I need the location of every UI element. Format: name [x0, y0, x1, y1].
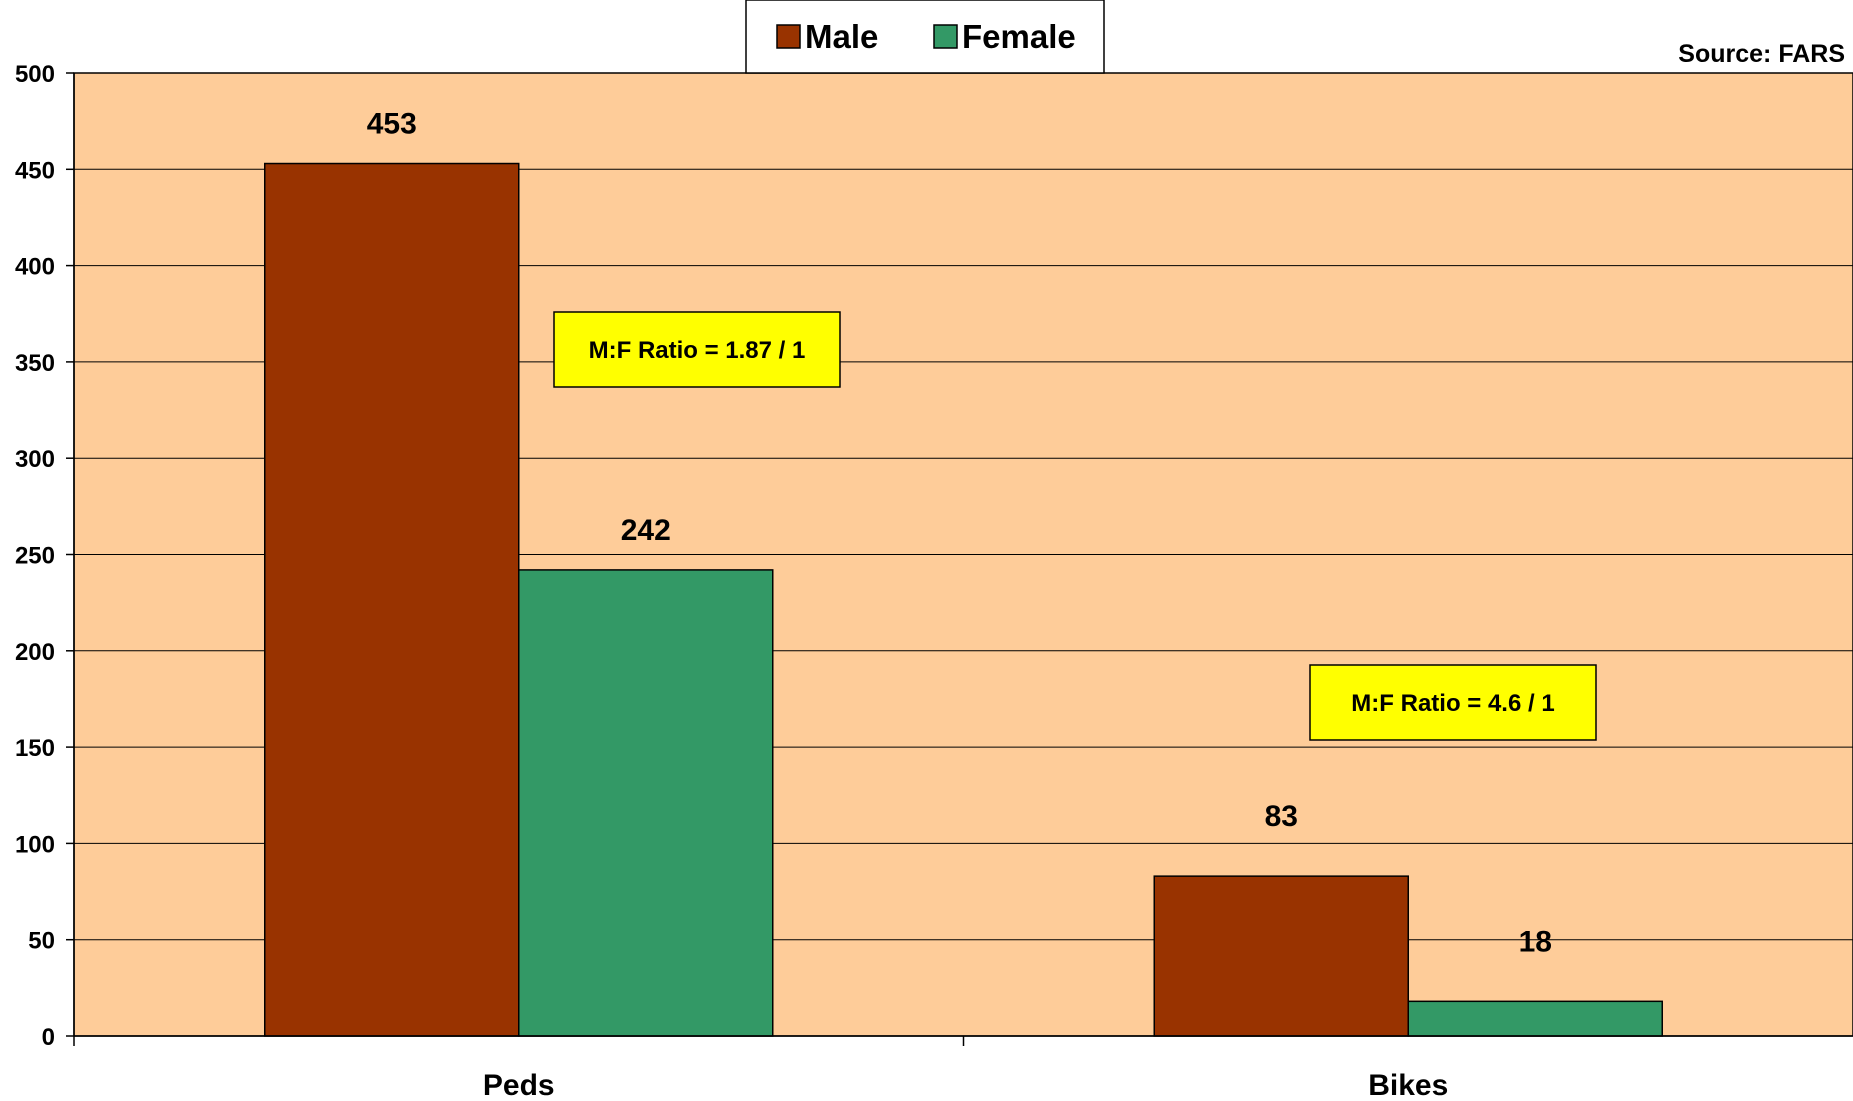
y-tick-label: 50	[28, 928, 55, 955]
legend-label-female: Female	[962, 18, 1076, 55]
legend-swatch-female	[933, 24, 958, 49]
y-tick-label: 350	[15, 350, 55, 377]
data-label-male-bikes: 83	[1265, 800, 1298, 833]
ratio-annotation-peds: M:F Ratio = 1.87 / 1	[553, 311, 841, 388]
y-tick-label: 200	[15, 639, 55, 666]
bar-male-bikes	[1153, 875, 1409, 1037]
y-tick-label: 100	[15, 831, 55, 858]
y-tick-label: 0	[42, 1024, 55, 1051]
y-tick-label: 500	[15, 61, 55, 88]
source-note: Source: FARS	[1678, 40, 1845, 68]
bar-male-peds	[264, 162, 520, 1037]
category-label-bikes: Bikes	[1368, 1069, 1448, 1101]
data-label-male-peds: 453	[367, 108, 417, 141]
bar-female-bikes	[1407, 1000, 1663, 1037]
y-tick-label: 400	[15, 254, 55, 281]
legend-box	[745, 0, 1105, 74]
legend-label-male: Male	[805, 18, 878, 55]
data-label-female-peds: 242	[621, 514, 671, 547]
axes	[66, 72, 1853, 1046]
ratio-annotation-bikes-text: M:F Ratio = 4.6 / 1	[1351, 690, 1554, 717]
ratio-annotation-bikes: M:F Ratio = 4.6 / 1	[1309, 664, 1597, 741]
bar-female-peds	[518, 569, 774, 1037]
legend-swatch-male	[776, 24, 801, 49]
y-tick-label: 250	[15, 543, 55, 570]
y-tick-label: 150	[15, 735, 55, 762]
y-tick-label: 450	[15, 157, 55, 184]
category-label-peds: Peds	[483, 1069, 555, 1101]
legend: Male Female	[745, 0, 1105, 74]
data-label-female-bikes: 18	[1519, 925, 1552, 958]
bars	[264, 162, 1663, 1037]
y-axis-tick-labels: 0 50 100 150 200 250 300 350 400 450 500	[15, 61, 55, 1051]
x-axis-category-labels: Peds Bikes	[483, 1069, 1448, 1101]
ratio-annotation-peds-text: M:F Ratio = 1.87 / 1	[589, 337, 806, 364]
y-tick-label: 300	[15, 446, 55, 473]
data-labels: 453 242 83 18	[367, 108, 1552, 959]
